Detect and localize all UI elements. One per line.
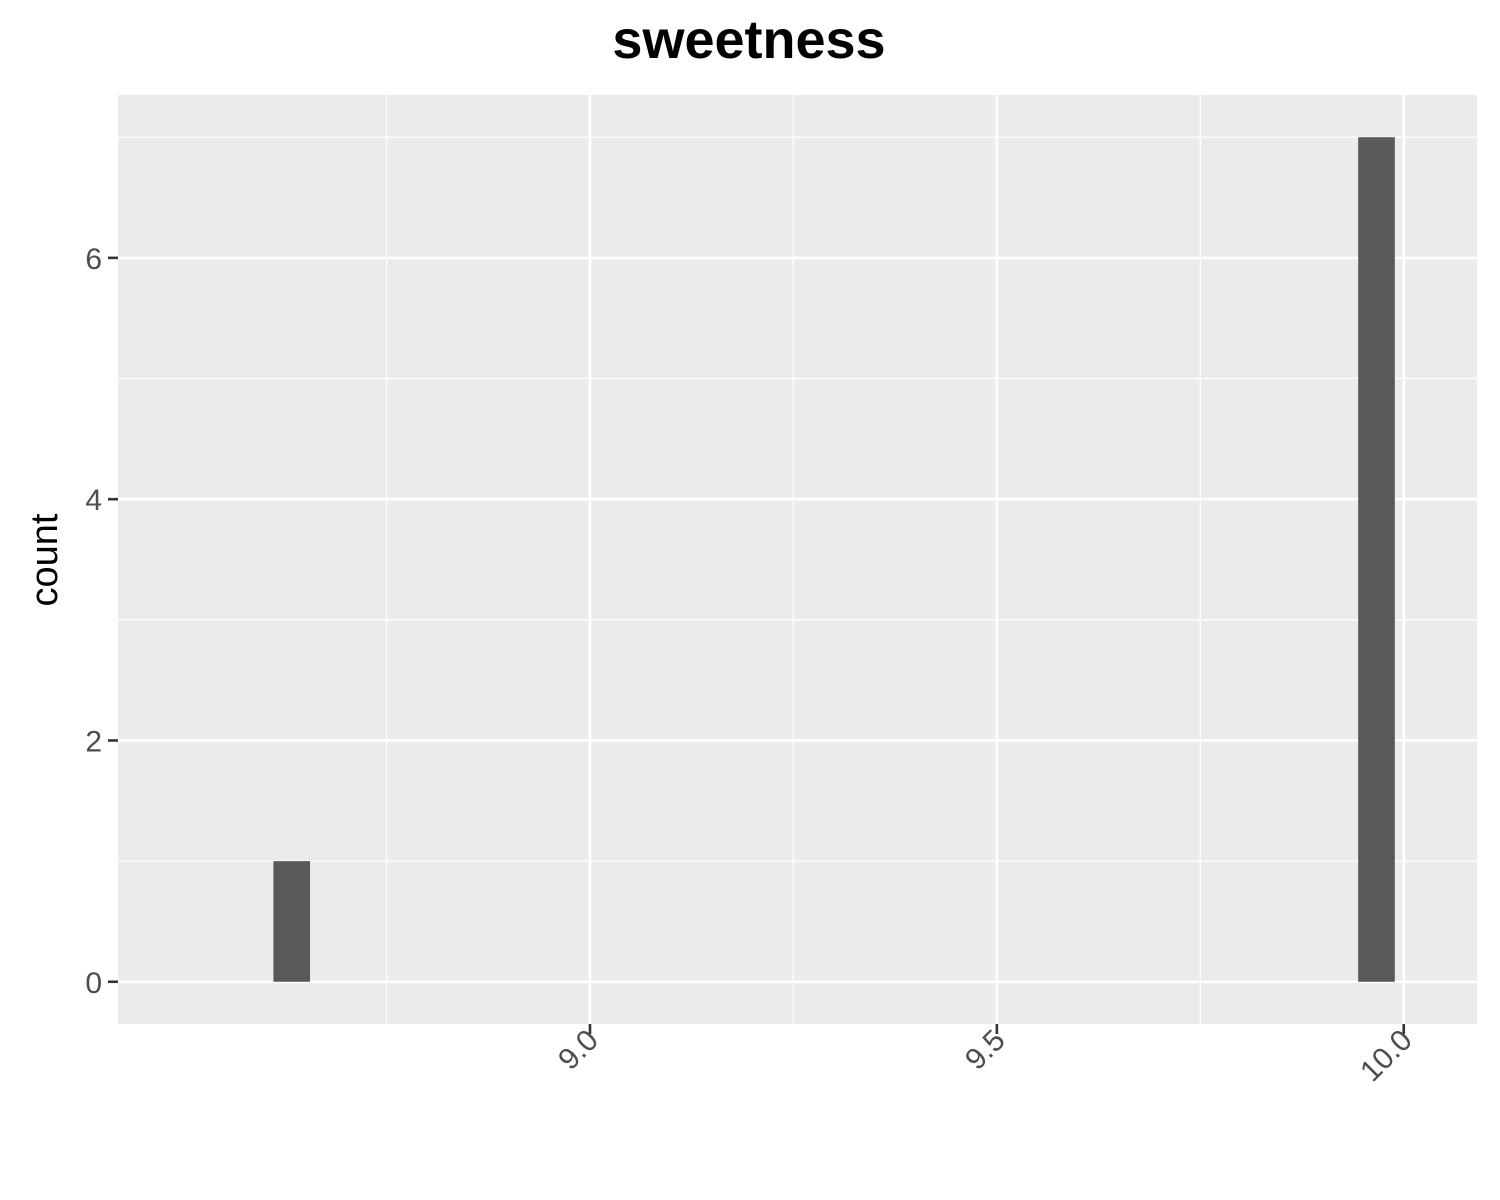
x-tick-label: 9.0 <box>552 1024 605 1077</box>
plot-panel <box>118 95 1477 1024</box>
y-axis-label: count <box>24 513 66 606</box>
bars-group <box>273 137 1395 982</box>
chart-title: sweetness <box>612 10 885 70</box>
histogram-bar <box>1358 137 1395 982</box>
x-tick-label: 9.5 <box>959 1024 1012 1077</box>
y-tick-label: 2 <box>85 725 102 758</box>
y-tick-label: 6 <box>85 243 102 276</box>
grid-lines <box>118 95 1477 1024</box>
y-tick-label: 4 <box>85 484 102 517</box>
panel-background <box>118 95 1477 1024</box>
histogram-bar <box>273 861 311 982</box>
x-tick-label: 10.0 <box>1354 1024 1419 1089</box>
y-tick-label: 0 <box>85 967 102 1000</box>
